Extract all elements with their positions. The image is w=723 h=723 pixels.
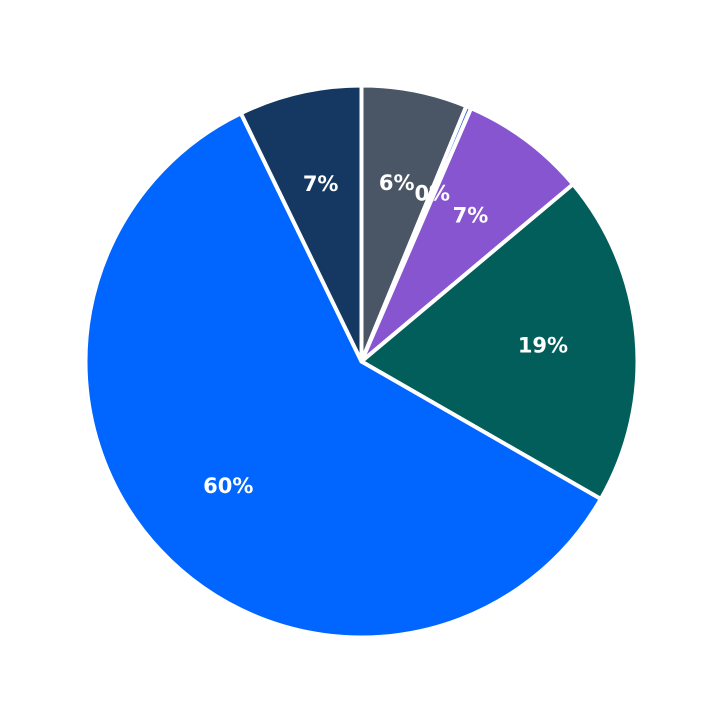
pie-slices: [83, 83, 640, 640]
pie-labels: 6% 0%7%19%60%7%: [203, 171, 568, 498]
pie-slice-label-5: 7%: [303, 172, 339, 196]
pie-slice-5: [238, 83, 364, 364]
pie-slice-2: [359, 106, 576, 364]
pie-slice-label-1: 0%: [414, 182, 450, 206]
pie-slice-label-4: 60%: [203, 474, 253, 498]
pie-slice-4: [83, 111, 603, 640]
pie-slice-label-2: 7%: [453, 203, 489, 227]
pie-slice-label-0: 6%: [379, 171, 415, 195]
pie-slice-3: [359, 182, 640, 501]
pie-slice-label-3: 19%: [518, 333, 568, 357]
